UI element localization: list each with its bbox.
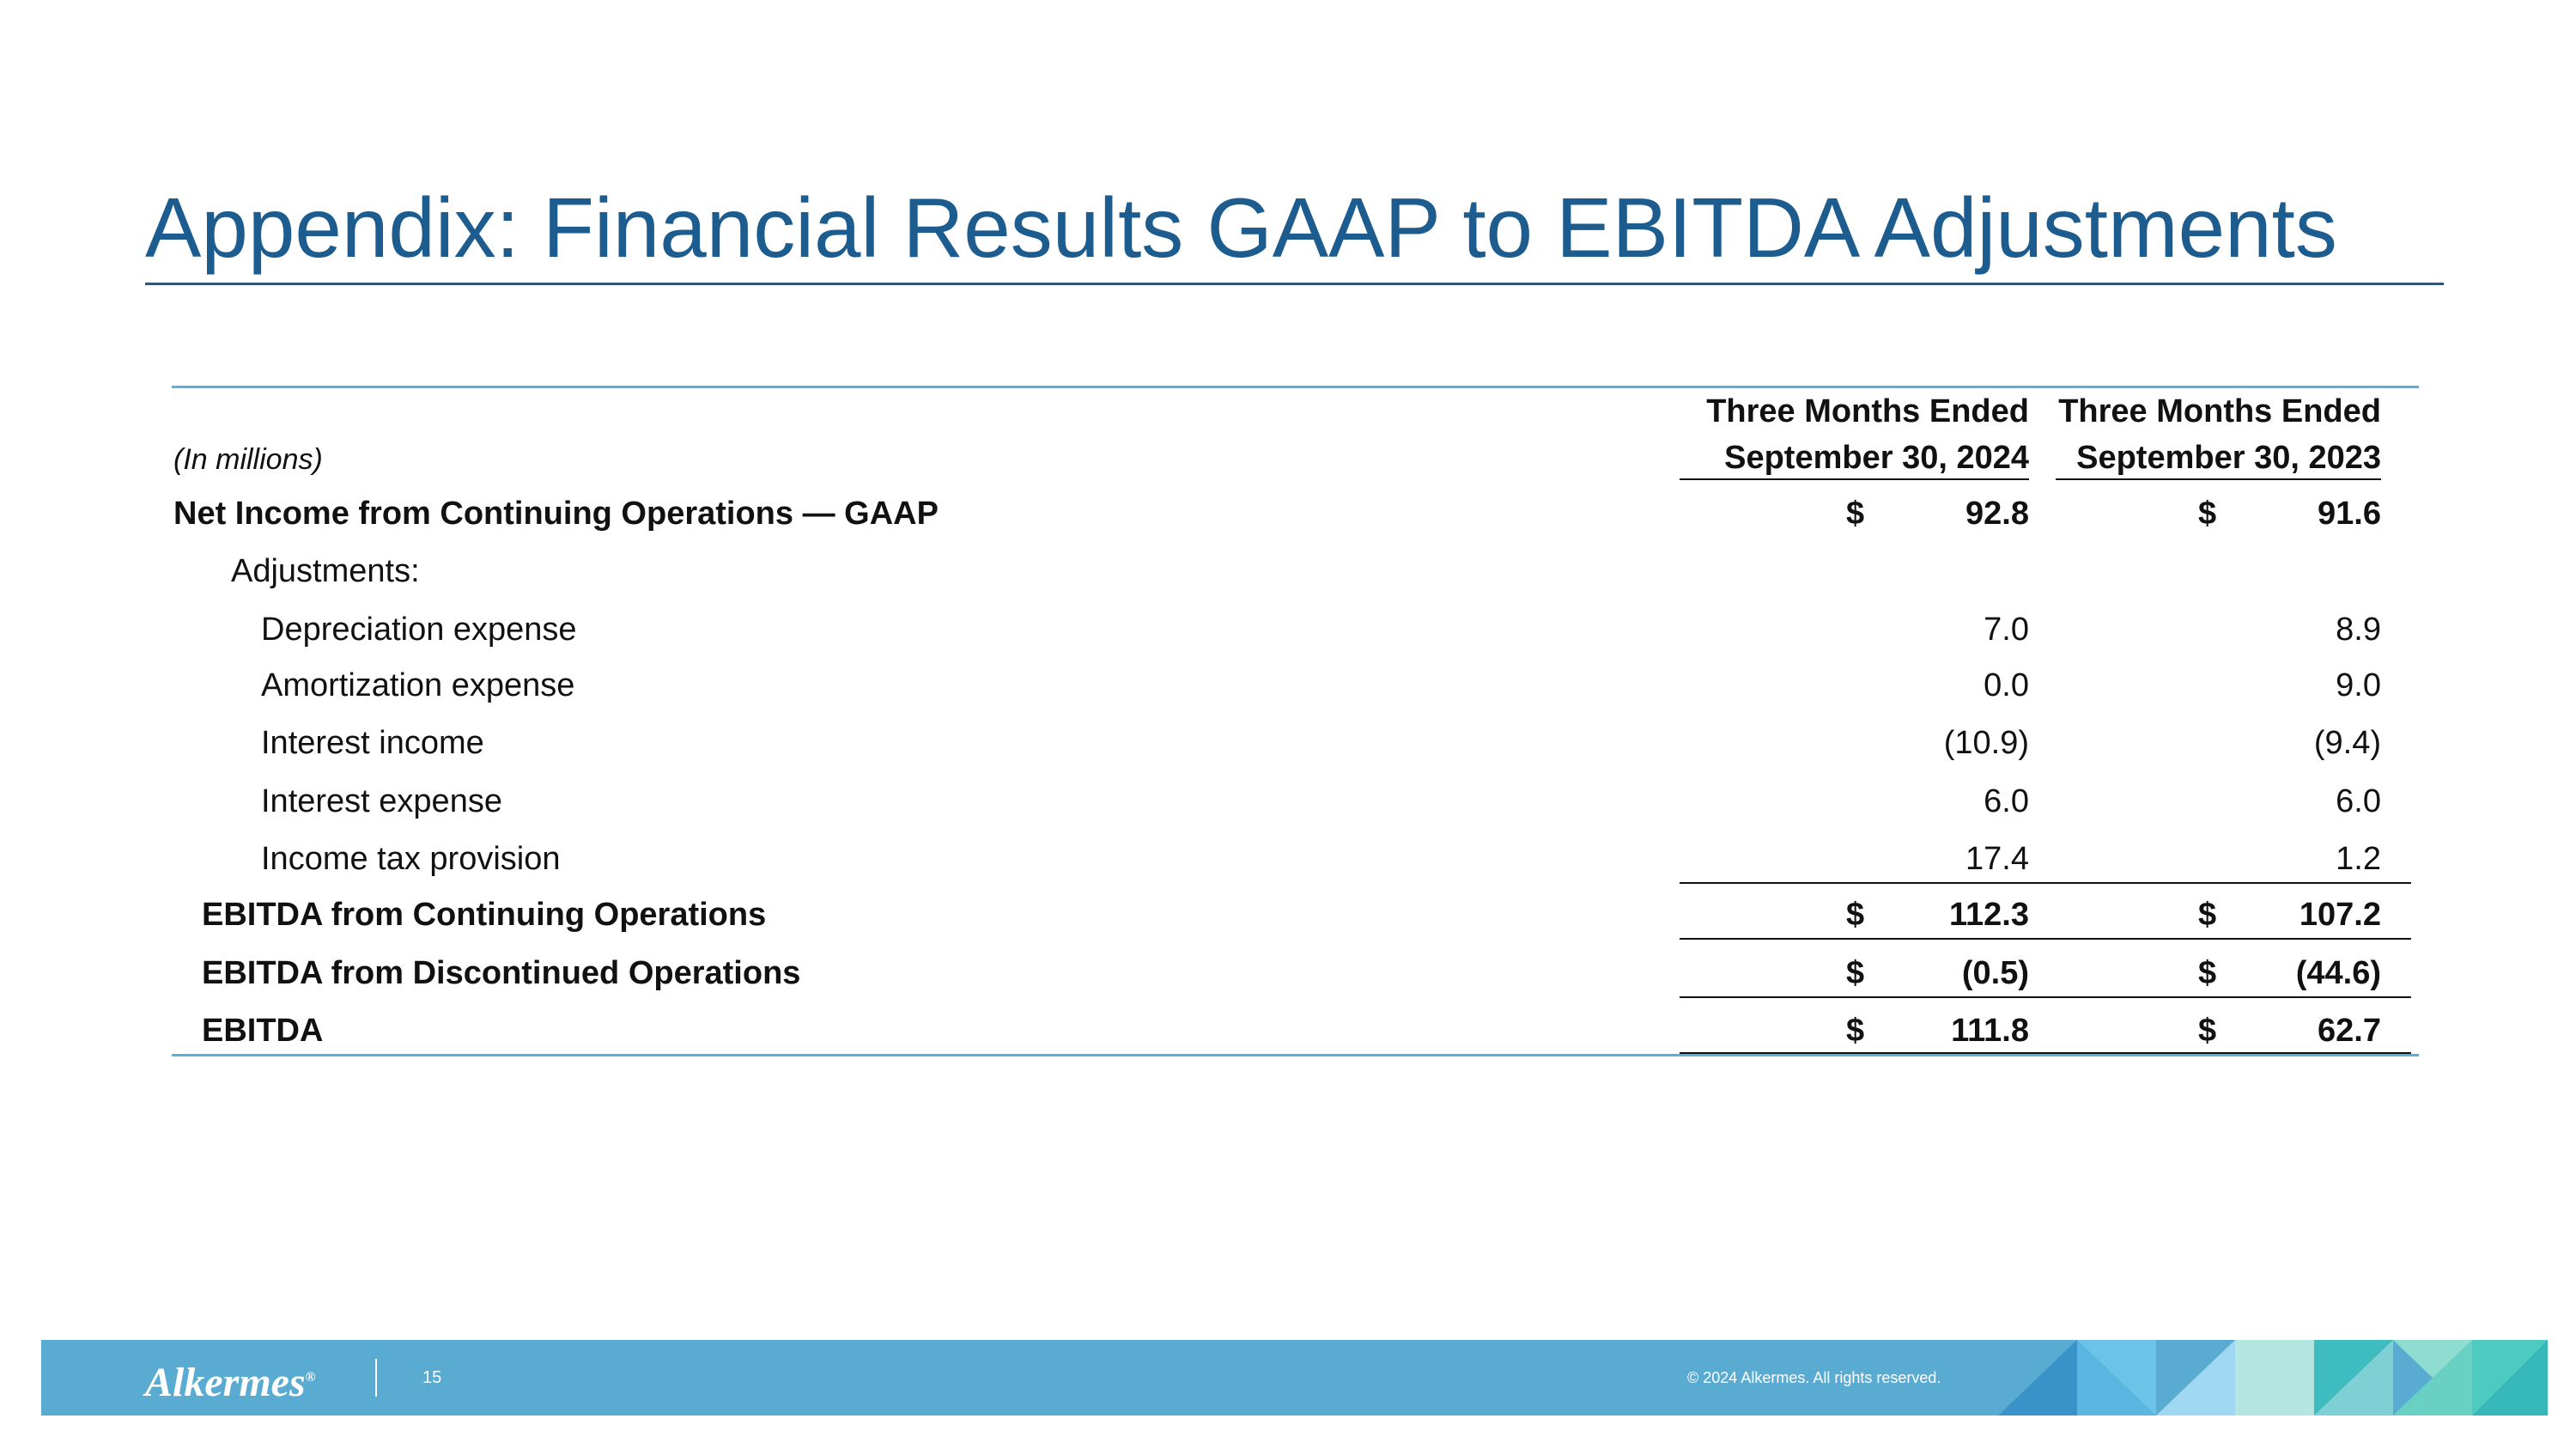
row-label: Income tax provision xyxy=(261,841,561,877)
currency: $ xyxy=(2198,1013,2217,1049)
value: 6.0 xyxy=(2336,783,2381,819)
logo: Alkermes® xyxy=(145,1353,316,1408)
currency: $ xyxy=(2198,496,2217,532)
decor xyxy=(2472,1340,2548,1416)
trademark: ® xyxy=(305,1370,316,1385)
currency: $ xyxy=(2198,897,2217,933)
decor xyxy=(2314,1340,2393,1416)
decor xyxy=(1998,1340,2077,1416)
value: 107.2 xyxy=(2299,897,2381,933)
rule xyxy=(1680,938,2411,940)
value: 1.2 xyxy=(2336,841,2381,877)
rule xyxy=(1680,882,2411,884)
page-number: 15 xyxy=(422,1368,442,1387)
value: 0.0 xyxy=(1984,667,2029,703)
value: 8.9 xyxy=(2336,612,2381,648)
value: 6.0 xyxy=(1984,783,2029,819)
column-header: September 30, 2024 xyxy=(1724,440,2029,476)
decor xyxy=(2156,1340,2235,1416)
currency: $ xyxy=(2198,955,2217,991)
title-rule xyxy=(145,283,2444,285)
row-label: Adjustments: xyxy=(231,553,420,589)
value: 62.7 xyxy=(2318,1013,2381,1049)
value: 17.4 xyxy=(1965,841,2029,877)
column-header: Three Months Ended xyxy=(1706,393,2029,429)
unit-label: (In millions) xyxy=(173,443,323,476)
value: 111.8 xyxy=(1951,1013,2029,1049)
column-header: Three Months Ended xyxy=(2058,393,2381,429)
row-label: Interest income xyxy=(261,725,484,761)
rule xyxy=(1680,996,2411,998)
slide-title: Appendix: Financial Results GAAP to EBIT… xyxy=(145,180,2337,275)
row-label: Net Income from Continuing Operations — … xyxy=(173,496,939,532)
currency: $ xyxy=(1846,1013,1865,1049)
rule xyxy=(172,1054,2419,1056)
column-header: September 30, 2023 xyxy=(2076,440,2381,476)
currency: $ xyxy=(1846,897,1865,933)
rule xyxy=(1680,1052,2411,1054)
rule xyxy=(1680,478,2029,480)
logo-text: Alkermes xyxy=(145,1360,306,1405)
value: 112.3 xyxy=(1949,897,2029,933)
value: 92.8 xyxy=(1965,496,2029,532)
copyright: © 2024 Alkermes. All rights reserved. xyxy=(1687,1369,1941,1386)
value: (10.9) xyxy=(1943,725,2029,761)
value: 7.0 xyxy=(1984,612,2029,648)
decor xyxy=(2235,1340,2314,1416)
row-label: Interest expense xyxy=(261,783,502,819)
row-label: EBITDA from Continuing Operations xyxy=(202,897,767,933)
value: (9.4) xyxy=(2313,725,2381,761)
currency: $ xyxy=(1846,955,1865,991)
value: 91.6 xyxy=(2318,496,2381,532)
row-label: EBITDA from Discontinued Operations xyxy=(202,955,801,991)
footer-bar xyxy=(41,1340,2548,1416)
rule xyxy=(172,386,2419,388)
row-label: Amortization expense xyxy=(261,667,575,703)
value: (0.5) xyxy=(1961,955,2029,991)
row-label: Depreciation expense xyxy=(261,612,577,648)
currency: $ xyxy=(1846,496,1865,532)
value: (44.6) xyxy=(2295,955,2381,991)
decor xyxy=(2077,1340,2156,1416)
decor xyxy=(2393,1340,2472,1416)
row-label: EBITDA xyxy=(202,1013,324,1049)
value: 9.0 xyxy=(2336,667,2381,703)
rule xyxy=(2056,478,2381,480)
